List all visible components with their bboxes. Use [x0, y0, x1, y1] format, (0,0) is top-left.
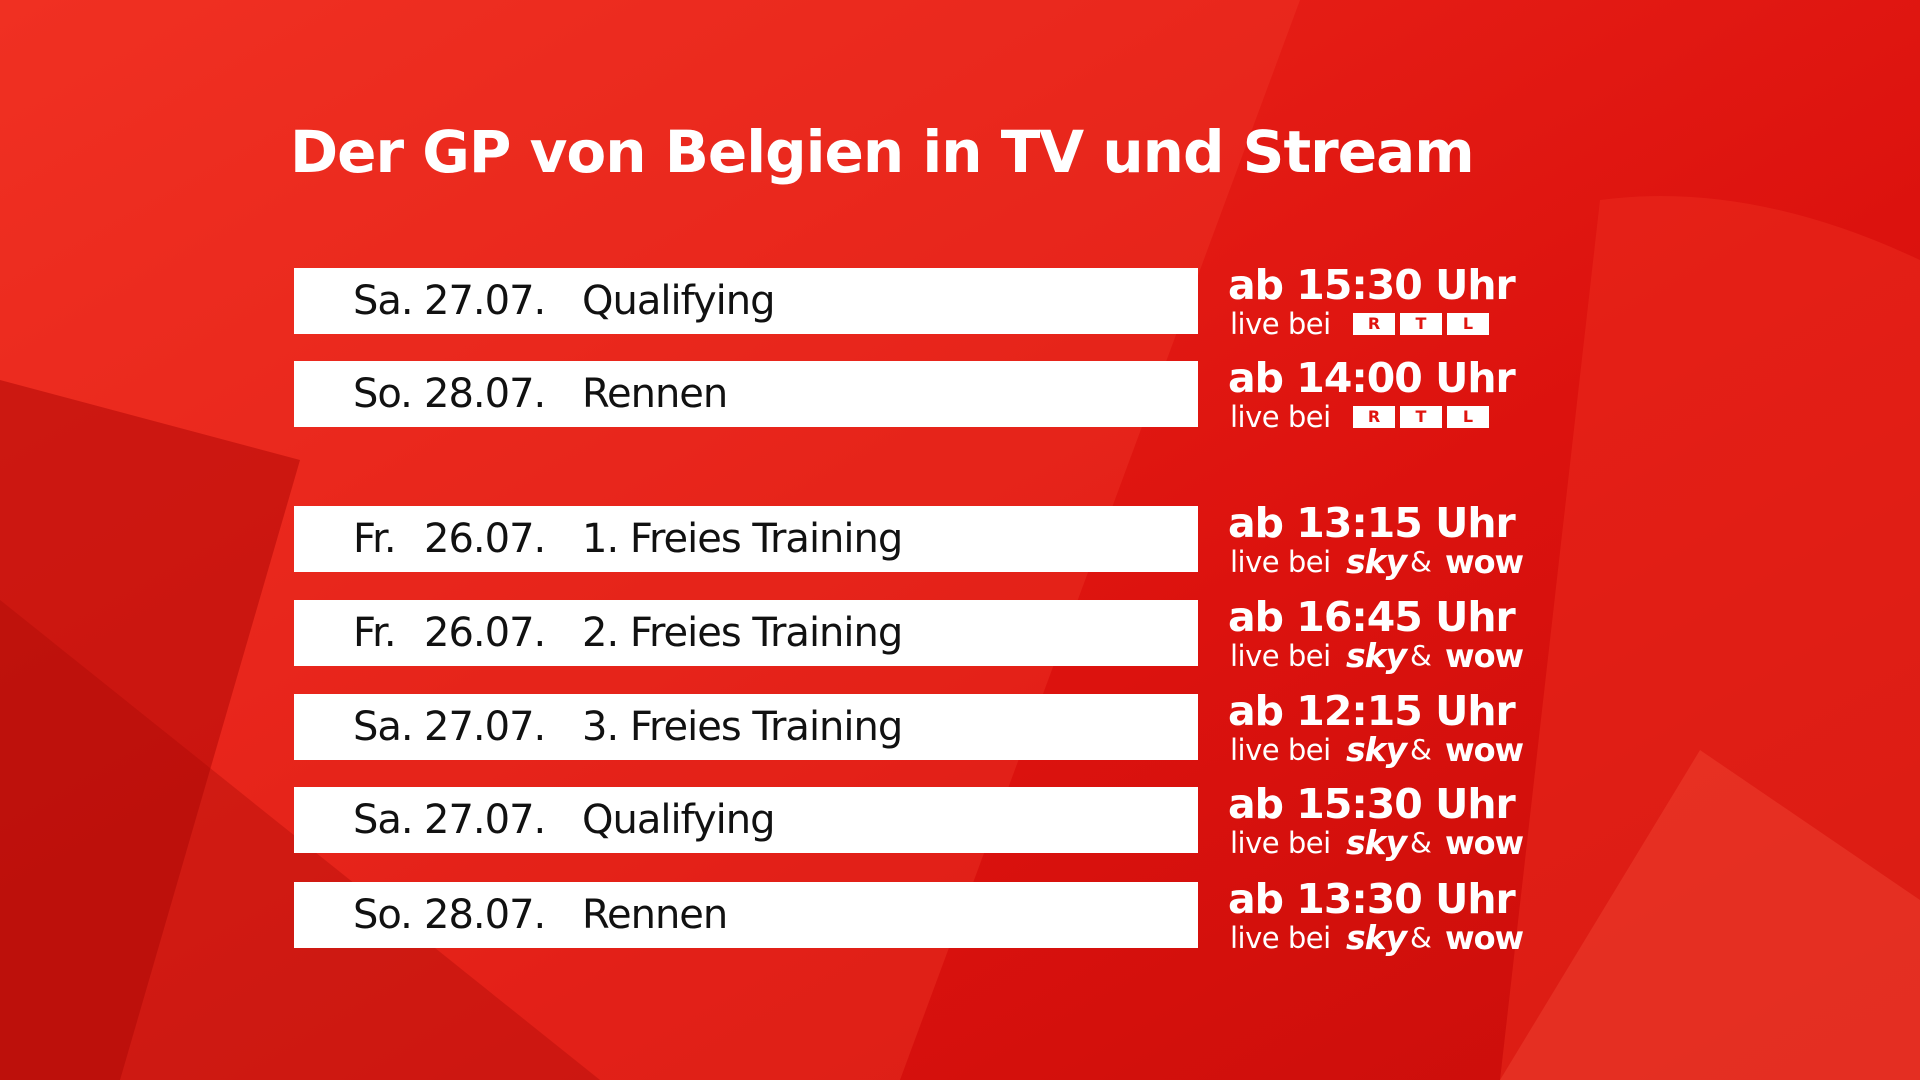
live-label: live bei	[1230, 826, 1331, 860]
date: 26.07.	[424, 610, 546, 656]
row-box	[294, 787, 1198, 853]
date: 27.07.	[424, 704, 546, 750]
event: Rennen	[582, 892, 728, 938]
live-label: live bei	[1230, 639, 1331, 673]
date: 26.07.	[424, 516, 546, 562]
rtl-logo-letter: R	[1353, 313, 1395, 335]
wow-logo: wow	[1445, 824, 1524, 862]
event: 3. Freies Training	[582, 704, 903, 750]
time: ab 13:15 Uhr	[1228, 499, 1516, 547]
ampersand: &	[1410, 639, 1432, 672]
rtl-logo-letter: L	[1447, 313, 1489, 335]
day: So.	[353, 371, 413, 417]
time: ab 13:30 Uhr	[1228, 875, 1516, 923]
event: 1. Freies Training	[582, 516, 903, 562]
row-box	[294, 506, 1198, 572]
row-box	[294, 694, 1198, 760]
ampersand: &	[1410, 921, 1432, 954]
live-label: live bei	[1230, 307, 1331, 341]
wow-logo: wow	[1445, 543, 1524, 581]
time: ab 15:30 Uhr	[1228, 261, 1516, 309]
event: Rennen	[582, 371, 728, 417]
rtl-logo-letter: R	[1353, 406, 1395, 428]
live-label: live bei	[1230, 545, 1331, 579]
ampersand: &	[1410, 826, 1432, 859]
live-label: live bei	[1230, 400, 1331, 434]
rtl-logo-letter: T	[1400, 313, 1442, 335]
time: ab 16:45 Uhr	[1228, 593, 1516, 641]
sky-logo: sky	[1346, 542, 1407, 581]
ampersand: &	[1410, 545, 1432, 578]
wow-logo: wow	[1445, 919, 1524, 957]
rtl-logo-letter: L	[1447, 406, 1489, 428]
date: 28.07.	[424, 371, 546, 417]
live-label: live bei	[1230, 733, 1331, 767]
sky-logo: sky	[1346, 730, 1407, 769]
live-label: live bei	[1230, 921, 1331, 955]
sky-logo: sky	[1346, 823, 1407, 862]
time: ab 15:30 Uhr	[1228, 780, 1516, 828]
event: Qualifying	[582, 278, 775, 324]
day: So.	[353, 892, 413, 938]
wow-logo: wow	[1445, 637, 1524, 675]
ampersand: &	[1410, 733, 1432, 766]
time: ab 12:15 Uhr	[1228, 687, 1516, 735]
date: 27.07.	[424, 797, 546, 843]
row-box	[294, 882, 1198, 948]
date: 28.07.	[424, 892, 546, 938]
row-box	[294, 268, 1198, 334]
wow-logo: wow	[1445, 731, 1524, 769]
day: Fr.	[353, 610, 397, 656]
time: ab 14:00 Uhr	[1228, 354, 1516, 402]
sky-logo: sky	[1346, 636, 1407, 675]
day: Sa.	[353, 704, 414, 750]
row-box	[294, 361, 1198, 427]
day: Sa.	[353, 797, 414, 843]
day: Sa.	[353, 278, 414, 324]
event: Qualifying	[582, 797, 775, 843]
sky-logo: sky	[1346, 918, 1407, 957]
day: Fr.	[353, 516, 397, 562]
row-box	[294, 600, 1198, 666]
event: 2. Freies Training	[582, 610, 903, 656]
rtl-logo-letter: T	[1400, 406, 1442, 428]
title: Der GP von Belgien in TV und Stream	[290, 118, 1475, 186]
date: 27.07.	[424, 278, 546, 324]
